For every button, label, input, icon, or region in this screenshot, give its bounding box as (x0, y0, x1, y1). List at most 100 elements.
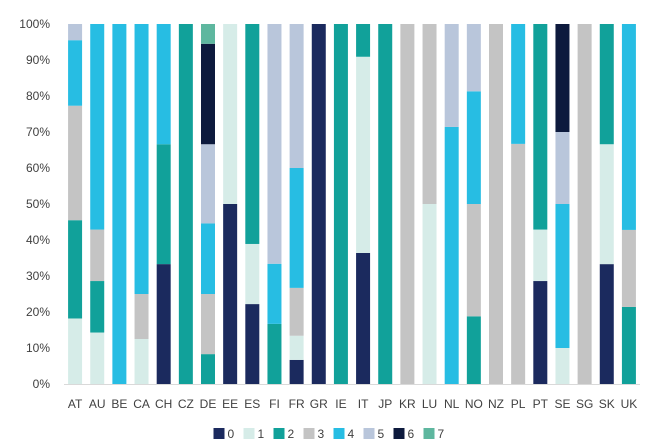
bar-segment-NO-5 (466, 24, 481, 92)
y-tick-label: 0% (33, 377, 51, 391)
x-tick-label-CZ: CZ (178, 397, 194, 411)
bar-segment-EE-0 (223, 204, 238, 384)
bar-segment-LU-1 (422, 204, 437, 384)
legend: 0 1 2 3 4 5 6 7 (213, 427, 445, 441)
bar-segment-CH-4 (156, 24, 171, 145)
bar-segment-DE-6 (201, 43, 215, 145)
bar-segment-CH-0 (156, 264, 171, 384)
bar-segment-ES-0 (245, 304, 260, 384)
legend-swatch-0 (213, 428, 225, 439)
bar-segment-PT-2 (533, 24, 548, 230)
bar-segment-FR-5 (289, 24, 304, 168)
legend-label-1: 1 (258, 427, 265, 441)
bar-segment-AT-3 (68, 105, 83, 221)
bar-segment-LU-3 (422, 24, 437, 204)
x-axis: AT AU BE CA CH CZ DE EE ES FI FR GR IE IT JP KR LU NL NO NZ… (64, 384, 640, 411)
legend-label-2: 2 (288, 427, 295, 441)
bar-segment-AT-4 (68, 40, 83, 106)
bar-segment-FI-4 (267, 263, 282, 324)
bar-segment-FI-2 (267, 323, 282, 384)
x-tick-label-UK: UK (621, 397, 638, 411)
bar-segment-AT-2 (68, 220, 83, 319)
bar-segment-NL-4 (444, 126, 459, 385)
bar-segment-AU-3 (90, 229, 105, 282)
y-tick-label: 80% (26, 89, 50, 103)
legend-swatch-2 (273, 428, 285, 439)
bar-segment-NL-5 (444, 24, 459, 127)
bar-segment-PL-4 (511, 24, 526, 144)
legend-swatch-3 (303, 428, 315, 439)
bar-segment-NZ-3 (489, 24, 503, 384)
bar-segment-IE-2 (333, 24, 348, 384)
bar-segment-CA-3 (134, 294, 149, 339)
bar-segment-CA-1 (134, 339, 149, 384)
x-tick-label-CA: CA (133, 397, 150, 411)
bar-segment-NO-4 (466, 91, 481, 204)
bar-segment-SE-4 (555, 204, 570, 348)
x-tick-label-SK: SK (599, 397, 615, 411)
bar-segment-SE-5 (555, 132, 570, 204)
legend-label-0: 0 (228, 427, 235, 441)
legend-swatch-4 (333, 428, 345, 439)
x-tick-label-KR: KR (399, 397, 416, 411)
x-tick-label-AU: AU (89, 397, 106, 411)
legend-swatch-7 (423, 428, 435, 439)
bar-segment-UK-4 (621, 24, 636, 230)
legend-label-5: 5 (378, 427, 385, 441)
bar-segment-JP-2 (378, 24, 393, 384)
x-tick-label-GR: GR (310, 397, 328, 411)
bar-segment-SK-0 (599, 264, 614, 384)
x-tick-label-SG: SG (576, 397, 593, 411)
bar-segment-PT-1 (533, 229, 548, 282)
x-tick-label-BE: BE (111, 397, 127, 411)
x-tick-label-PT: PT (533, 397, 549, 411)
bar-segment-IT-1 (356, 56, 371, 253)
legend-swatch-1 (243, 428, 255, 439)
bars (68, 24, 636, 385)
bar-segment-EE-1 (223, 24, 238, 204)
bar-segment-ES-2 (245, 24, 260, 244)
bar-segment-UK-2 (621, 306, 636, 384)
x-tick-label-EE: EE (222, 397, 238, 411)
x-tick-label-NL: NL (444, 397, 460, 411)
x-tick-label-NZ: NZ (488, 397, 504, 411)
bar-segment-FI-5 (267, 24, 282, 264)
x-tick-label-ES: ES (244, 397, 260, 411)
x-tick-label-NO: NO (465, 397, 483, 411)
y-axis: 0% 10% 20% 30% 40% 50% 60% 70% 80% 90% 100% (19, 17, 50, 391)
bar-segment-SE-6 (555, 24, 570, 132)
bar-segment-SE-1 (555, 348, 570, 384)
bar-segment-SK-2 (599, 24, 614, 145)
bar-segment-AU-4 (90, 24, 105, 230)
bar-segment-FR-3 (289, 287, 304, 336)
x-tick-label-DE: DE (200, 397, 217, 411)
x-tick-label-SE: SE (554, 397, 570, 411)
bar-segment-AT-1 (68, 318, 83, 384)
x-tick-label-IT: IT (358, 397, 369, 411)
bar-segment-NO-3 (466, 204, 481, 317)
bar-segment-ES-1 (245, 243, 260, 305)
bar-segment-DE-7 (201, 24, 215, 44)
bar-segment-DE-2 (201, 354, 215, 384)
bar-segment-IT-2 (356, 24, 371, 57)
bar-segment-KR-3 (400, 24, 415, 384)
legend-label-4: 4 (348, 427, 355, 441)
x-tick-label-FI: FI (269, 397, 280, 411)
bar-segment-IT-0 (356, 252, 371, 384)
x-tick-label-FR: FR (289, 397, 305, 411)
bar-segment-CZ-2 (178, 24, 193, 384)
x-tick-label-AT: AT (68, 397, 83, 411)
bar-segment-FR-0 (289, 359, 304, 384)
bar-segment-FR-4 (289, 168, 304, 288)
bar-segment-NO-2 (466, 316, 481, 384)
x-tick-label-LU: LU (422, 397, 437, 411)
bar-segment-SG-3 (577, 24, 592, 384)
bar-segment-BE-4 (112, 24, 127, 384)
bar-segment-GR-0 (311, 24, 326, 384)
bar-segment-PL-3 (511, 143, 526, 384)
y-tick-label: 60% (26, 161, 50, 175)
legend-swatch-5 (363, 428, 375, 439)
bar-segment-PT-0 (533, 281, 548, 384)
bar-segment-FR-1 (289, 335, 304, 360)
